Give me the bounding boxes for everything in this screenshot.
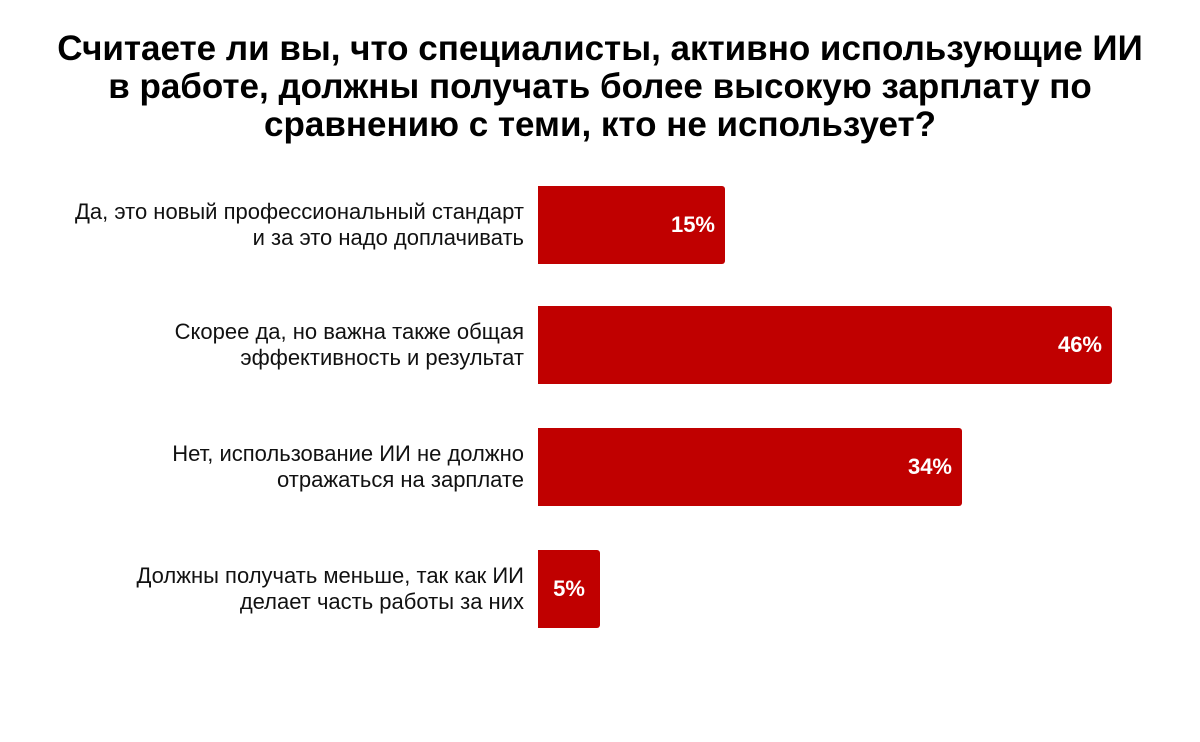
category-label: Да, это новый профессиональный стандарт и… [24, 186, 524, 264]
label-line: эффективность и результат [240, 345, 524, 370]
bar-row: Да, это новый профессиональный стандарт и… [0, 186, 1200, 264]
title-line: Считаете ли вы, что специалисты, активно… [57, 29, 1143, 68]
chart-title: Считаете ли вы, что специалисты, активно… [0, 30, 1200, 144]
bar: 15% [538, 186, 725, 264]
label-line: Нет, использование ИИ не должно [172, 441, 524, 466]
bar-row: Скорее да, но важна также общая эффективн… [0, 306, 1200, 384]
category-label: Скорее да, но важна также общая эффективн… [24, 306, 524, 384]
title-line: в работе, должны получать более высокую … [108, 67, 1092, 106]
bar: 34% [538, 428, 962, 506]
bar: 46% [538, 306, 1112, 384]
label-line: Да, это новый профессиональный стандарт [75, 199, 524, 224]
category-label: Должны получать меньше, так как ИИ делает… [24, 550, 524, 628]
label-line: Скорее да, но важна также общая [174, 319, 524, 344]
category-label: Нет, использование ИИ не должно отражатьс… [24, 428, 524, 506]
bar: 5% [538, 550, 600, 628]
bar-row: Должны получать меньше, так как ИИ делает… [0, 550, 1200, 628]
label-line: и за это надо доплачивать [252, 225, 524, 250]
label-line: отражаться на зарплате [277, 467, 524, 492]
value-label: 34% [907, 454, 952, 479]
bar-row: Нет, использование ИИ не должно отражатьс… [0, 428, 1200, 506]
label-line: делает часть работы за них [239, 589, 524, 614]
label-line: Должны получать меньше, так как ИИ [136, 563, 524, 588]
value-label: 15% [670, 212, 715, 237]
value-label: 46% [1057, 332, 1102, 357]
title-line: сравнению с теми, кто не использует? [264, 105, 936, 144]
value-label: 5% [553, 576, 585, 601]
